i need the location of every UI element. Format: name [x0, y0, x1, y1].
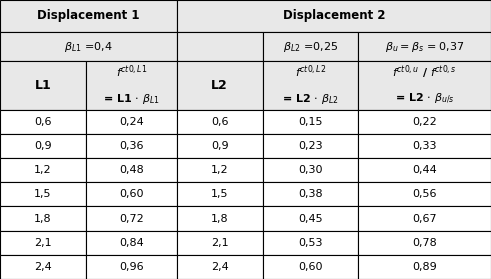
Text: 0,9: 0,9: [211, 141, 228, 151]
Bar: [0, 182, 86, 206]
Text: 0,6: 0,6: [34, 117, 52, 127]
Bar: [0, 61, 86, 110]
Text: 0,30: 0,30: [299, 165, 323, 175]
Text: 2,4: 2,4: [211, 262, 229, 272]
Bar: [263, 61, 358, 110]
Bar: [263, 255, 358, 279]
Text: 0,44: 0,44: [412, 165, 437, 175]
Bar: [358, 61, 491, 110]
Bar: [177, 61, 263, 110]
Bar: [177, 206, 263, 231]
Text: 1,8: 1,8: [34, 213, 52, 223]
Bar: [263, 231, 358, 255]
Text: 0,6: 0,6: [211, 117, 228, 127]
Text: 0,67: 0,67: [412, 213, 437, 223]
Bar: [358, 206, 491, 231]
Text: $f^{ct0,u}$ / $f^{ct0,s}$: $f^{ct0,u}$ / $f^{ct0,s}$: [392, 63, 457, 81]
Text: = L2 $\cdot$ $\beta_{u/s}$: = L2 $\cdot$ $\beta_{u/s}$: [395, 92, 455, 106]
Bar: [177, 255, 263, 279]
Bar: [177, 158, 263, 182]
Text: 0,23: 0,23: [298, 141, 323, 151]
Bar: [358, 158, 491, 182]
Bar: [86, 61, 177, 110]
Text: 0,36: 0,36: [119, 141, 143, 151]
Bar: [86, 206, 177, 231]
Text: $\beta_{L1}$ =0,4: $\beta_{L1}$ =0,4: [64, 40, 113, 54]
Text: 0,96: 0,96: [119, 262, 144, 272]
Text: 1,8: 1,8: [211, 213, 228, 223]
Text: 0,60: 0,60: [119, 189, 143, 199]
Bar: [0, 206, 86, 231]
Bar: [177, 0, 491, 32]
Bar: [0, 32, 177, 61]
Text: L1: L1: [34, 79, 52, 92]
Bar: [177, 32, 263, 61]
Text: 0,78: 0,78: [412, 238, 437, 248]
Text: 2,1: 2,1: [34, 238, 52, 248]
Text: 0,24: 0,24: [119, 117, 144, 127]
Bar: [263, 182, 358, 206]
Text: 0,48: 0,48: [119, 165, 144, 175]
Bar: [86, 182, 177, 206]
Text: Displacement 2: Displacement 2: [283, 9, 385, 23]
Bar: [358, 32, 491, 61]
Bar: [86, 158, 177, 182]
Bar: [177, 110, 263, 134]
Bar: [358, 110, 491, 134]
Text: 0,89: 0,89: [412, 262, 437, 272]
Text: $f^{ct0,L1}$: $f^{ct0,L1}$: [115, 64, 147, 80]
Bar: [86, 231, 177, 255]
Bar: [177, 182, 263, 206]
Bar: [358, 134, 491, 158]
Bar: [86, 255, 177, 279]
Text: 1,5: 1,5: [211, 189, 228, 199]
Bar: [358, 255, 491, 279]
Text: $f^{ct0,L2}$: $f^{ct0,L2}$: [295, 64, 327, 80]
Text: 0,38: 0,38: [298, 189, 323, 199]
Text: 1,2: 1,2: [34, 165, 52, 175]
Bar: [263, 32, 358, 61]
Bar: [0, 158, 86, 182]
Bar: [263, 134, 358, 158]
Text: 1,5: 1,5: [34, 189, 52, 199]
Text: 0,60: 0,60: [299, 262, 323, 272]
Bar: [86, 134, 177, 158]
Bar: [0, 255, 86, 279]
Text: 0,15: 0,15: [299, 117, 323, 127]
Text: 2,4: 2,4: [34, 262, 52, 272]
Text: 0,33: 0,33: [412, 141, 437, 151]
Text: 0,45: 0,45: [298, 213, 323, 223]
Text: 1,2: 1,2: [211, 165, 228, 175]
Bar: [263, 206, 358, 231]
Text: 0,72: 0,72: [119, 213, 144, 223]
Bar: [263, 110, 358, 134]
Bar: [86, 110, 177, 134]
Text: 2,1: 2,1: [211, 238, 228, 248]
Bar: [263, 158, 358, 182]
Text: 0,53: 0,53: [299, 238, 323, 248]
Text: L2: L2: [211, 79, 228, 92]
Bar: [358, 231, 491, 255]
Text: Displacement 1: Displacement 1: [37, 9, 139, 23]
Text: $\beta_u= \beta_s$ = 0,37: $\beta_u= \beta_s$ = 0,37: [385, 40, 464, 54]
Bar: [177, 134, 263, 158]
Text: 0,84: 0,84: [119, 238, 144, 248]
Text: 0,22: 0,22: [412, 117, 437, 127]
Text: $\beta_{L2}$ =0,25: $\beta_{L2}$ =0,25: [283, 40, 338, 54]
Bar: [0, 134, 86, 158]
Text: 0,56: 0,56: [412, 189, 437, 199]
Bar: [0, 0, 177, 32]
Bar: [0, 231, 86, 255]
Bar: [358, 182, 491, 206]
Bar: [177, 231, 263, 255]
Bar: [0, 110, 86, 134]
Text: = L2 $\cdot$ $\beta_{L2}$: = L2 $\cdot$ $\beta_{L2}$: [282, 92, 339, 106]
Text: 0,9: 0,9: [34, 141, 52, 151]
Text: = L1 $\cdot$ $\beta_{L1}$: = L1 $\cdot$ $\beta_{L1}$: [103, 92, 160, 106]
